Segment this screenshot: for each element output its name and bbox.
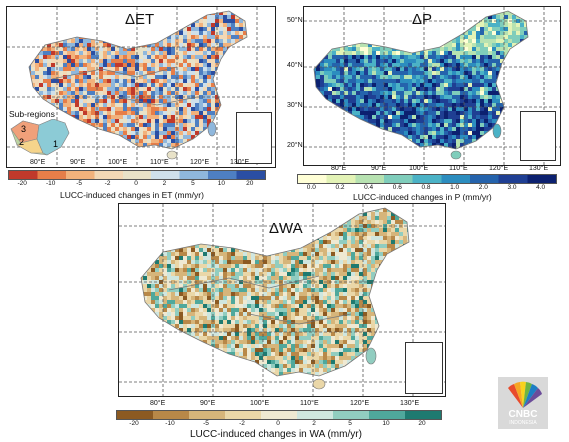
colorbar-tick-label: -10	[45, 180, 56, 187]
watermark-sub: INDONESIA	[509, 420, 537, 426]
colorbar-tick-label: 10	[217, 180, 225, 187]
colorbar-tick-label: 3.0	[507, 184, 517, 191]
colorbar-tick-label: 4.0	[536, 184, 546, 191]
wa-lon-tick: 120°E	[350, 400, 370, 407]
sub-regions-title: Sub-regions	[9, 109, 55, 119]
colorbar-tick-label: 2	[312, 420, 316, 427]
et-south-sea-inset	[236, 112, 272, 164]
p-lat-tick: 40°N	[287, 62, 303, 69]
colorbar-tick-label: -10	[165, 420, 175, 427]
colorbar-tick-label: 0.6	[392, 184, 402, 191]
colorbar-tick-label: -5	[76, 180, 82, 187]
et-colorbar	[8, 170, 266, 180]
wa-south-sea-inset	[405, 342, 443, 394]
colorbar-tick-label: 5	[191, 180, 195, 187]
p-panel: ΔP 50°N 40°N 30°N 20°N 80°E 90°E 100°E 1…	[285, 0, 569, 202]
colorbar-tick-label: 0.2	[335, 184, 345, 191]
colorbar-tick-label: 1.0	[450, 184, 460, 191]
colorbar-tick-label: 5	[348, 420, 352, 427]
sub-regions-map	[10, 119, 70, 156]
sub-region-label-1: 1	[53, 139, 59, 149]
wa-map	[119, 204, 445, 396]
p-lon-tick: 80°E	[331, 165, 347, 172]
et-title: ΔET	[125, 11, 155, 28]
p-lat-tick: 50°N	[287, 17, 303, 24]
p-map	[304, 7, 560, 165]
p-lon-tick: 90°E	[371, 165, 387, 172]
p-map-frame: ΔP	[303, 6, 561, 166]
sub-region-label-2: 2	[19, 137, 25, 147]
et-panel: ΔET Sub-regions 3 2 1 80°E 90°E 100°E 11…	[0, 0, 285, 200]
et-lon-tick: 120°E	[190, 159, 210, 166]
wa-lon-tick: 80°E	[150, 400, 166, 407]
et-lon-tick: 90°E	[70, 159, 86, 166]
sub-regions-legend: Sub-regions 3 2 1	[9, 109, 79, 159]
p-title: ΔP	[412, 11, 433, 28]
p-colorbar	[297, 174, 557, 184]
p-lat-tick: 30°N	[287, 102, 303, 109]
colorbar-tick-label: 0.0	[306, 184, 316, 191]
p-lon-tick: 110°E	[449, 165, 468, 172]
cnbc-watermark: CNBC INDONESIA	[498, 377, 548, 429]
wa-lon-tick: 130°E	[400, 400, 420, 407]
wa-title: ΔWA	[269, 220, 303, 237]
et-map-frame: ΔET Sub-regions 3 2 1	[6, 6, 276, 168]
colorbar-tick-label: -20	[129, 420, 139, 427]
wa-panel: ΔWA 80°E 90°E 100°E 110°E 120°E 130°E -2…	[110, 203, 455, 442]
et-map	[7, 7, 275, 167]
colorbar-tick-label: 20	[418, 420, 426, 427]
p-lon-tick: 130°E	[529, 165, 549, 172]
et-lon-tick: 100°E	[108, 159, 128, 166]
et-colorbar-label: LUCC-induced changes in ET (mm/yr)	[60, 190, 204, 200]
sub-region-label-3: 3	[21, 124, 27, 134]
colorbar-tick-label: 0.8	[421, 184, 431, 191]
wa-colorbar-label: LUCC-induced changes in WA (mm/yr)	[190, 429, 362, 440]
et-lon-tick: 130°E	[230, 159, 250, 166]
watermark-brand: CNBC	[508, 409, 538, 420]
wa-lon-tick: 110°E	[300, 400, 319, 407]
wa-lon-tick: 100°E	[250, 400, 270, 407]
colorbar-tick-label: 0.4	[364, 184, 374, 191]
p-colorbar-label: LUCC-induced changes in P (mm/yr)	[353, 192, 492, 202]
wa-colorbar	[116, 410, 442, 420]
colorbar-tick-label: -2	[104, 180, 111, 187]
p-lon-tick: 100°E	[409, 165, 429, 172]
p-lon-tick: 120°E	[489, 165, 509, 172]
et-lon-tick: 80°E	[30, 159, 46, 166]
colorbar-tick-label: -5	[203, 420, 209, 427]
colorbar-tick-label: 20	[246, 180, 254, 187]
wa-map-frame: ΔWA	[118, 203, 446, 397]
wa-lon-tick: 90°E	[200, 400, 216, 407]
p-lat-tick: 20°N	[287, 142, 303, 149]
colorbar-tick-label: -2	[239, 420, 245, 427]
colorbar-tick-label: 2.0	[478, 184, 488, 191]
colorbar-tick-label: 2	[162, 180, 167, 187]
colorbar-tick-label: 10	[382, 420, 390, 427]
peacock-icon	[508, 381, 542, 408]
p-south-sea-inset	[520, 111, 556, 161]
colorbar-tick-label: 0	[134, 180, 138, 187]
colorbar-tick-label: -20	[17, 180, 27, 187]
et-lon-tick: 110°E	[150, 159, 169, 166]
colorbar-tick-label: 0	[276, 420, 280, 427]
